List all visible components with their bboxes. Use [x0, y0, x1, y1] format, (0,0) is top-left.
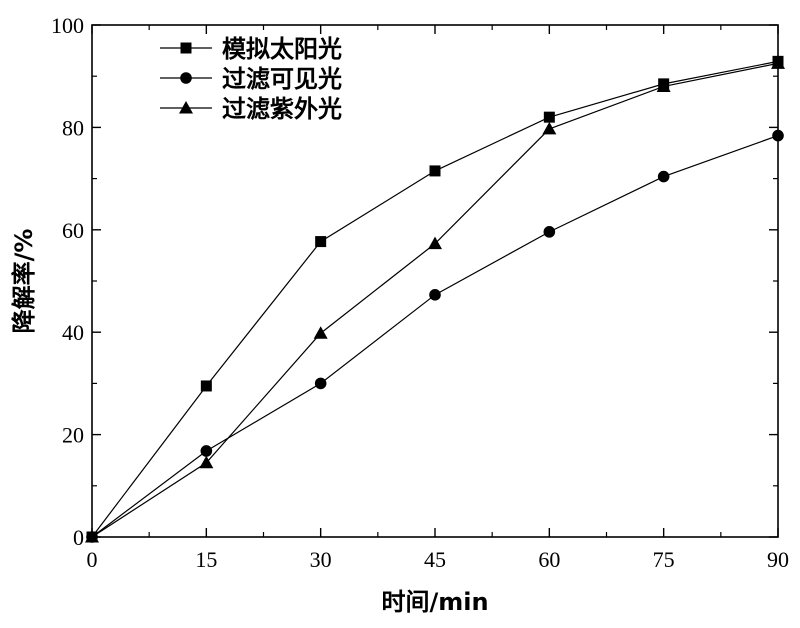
- x-tick-label: 60: [538, 547, 560, 572]
- data-point: [85, 530, 99, 543]
- axes: 0 15 30 45 60 75 90 0 20 40 60 80 100: [51, 13, 789, 572]
- legend-entry-1: 模拟太阳光: [160, 35, 342, 63]
- y-tick-label: 40: [62, 320, 84, 345]
- series-3: [85, 56, 785, 543]
- x-tick-label: 45: [424, 547, 446, 572]
- legend-label: 过滤可见光: [222, 65, 342, 93]
- x-tick-label: 0: [87, 547, 98, 572]
- y-tick-label: 80: [62, 115, 84, 140]
- legend-label: 过滤紫外光: [222, 95, 342, 123]
- legend-label: 模拟太阳光: [222, 35, 342, 63]
- y-tick-label: 0: [73, 525, 84, 550]
- series-2: [86, 129, 784, 543]
- data-point: [771, 56, 785, 69]
- data-point: [428, 236, 442, 250]
- series-line: [91, 135, 779, 538]
- data-point: [429, 165, 441, 177]
- legend-entry-2: 过滤可见光: [160, 65, 342, 93]
- legend-marker: [180, 72, 192, 84]
- data-point: [315, 236, 327, 248]
- series-layer: [85, 55, 785, 543]
- data-point: [199, 455, 214, 469]
- x-tick-label: 15: [195, 547, 217, 572]
- x-tick-label: 90: [767, 547, 789, 572]
- y-tick-label: 60: [62, 218, 84, 243]
- data-point: [657, 170, 670, 183]
- data-point: [543, 111, 555, 123]
- x-tick-label: 75: [653, 547, 675, 572]
- legend-entry-3: 过滤紫外光: [160, 95, 342, 123]
- legend-marker: [179, 101, 193, 114]
- data-point: [656, 79, 671, 92]
- data-point: [313, 326, 328, 339]
- legend-marker: [180, 42, 192, 54]
- data-point: [772, 129, 784, 142]
- y-axis-label: 降解率/%: [10, 229, 38, 334]
- data-point: [200, 445, 213, 457]
- data-point: [543, 226, 556, 238]
- data-point: [542, 121, 557, 135]
- x-tick-label: 30: [310, 547, 332, 572]
- y-tick-label: 100: [51, 13, 84, 38]
- data-point: [200, 380, 212, 392]
- y-tick-label: 20: [62, 423, 84, 448]
- data-point: [429, 289, 441, 301]
- data-point: [314, 377, 327, 390]
- x-axis-label: 时间/min: [381, 588, 488, 616]
